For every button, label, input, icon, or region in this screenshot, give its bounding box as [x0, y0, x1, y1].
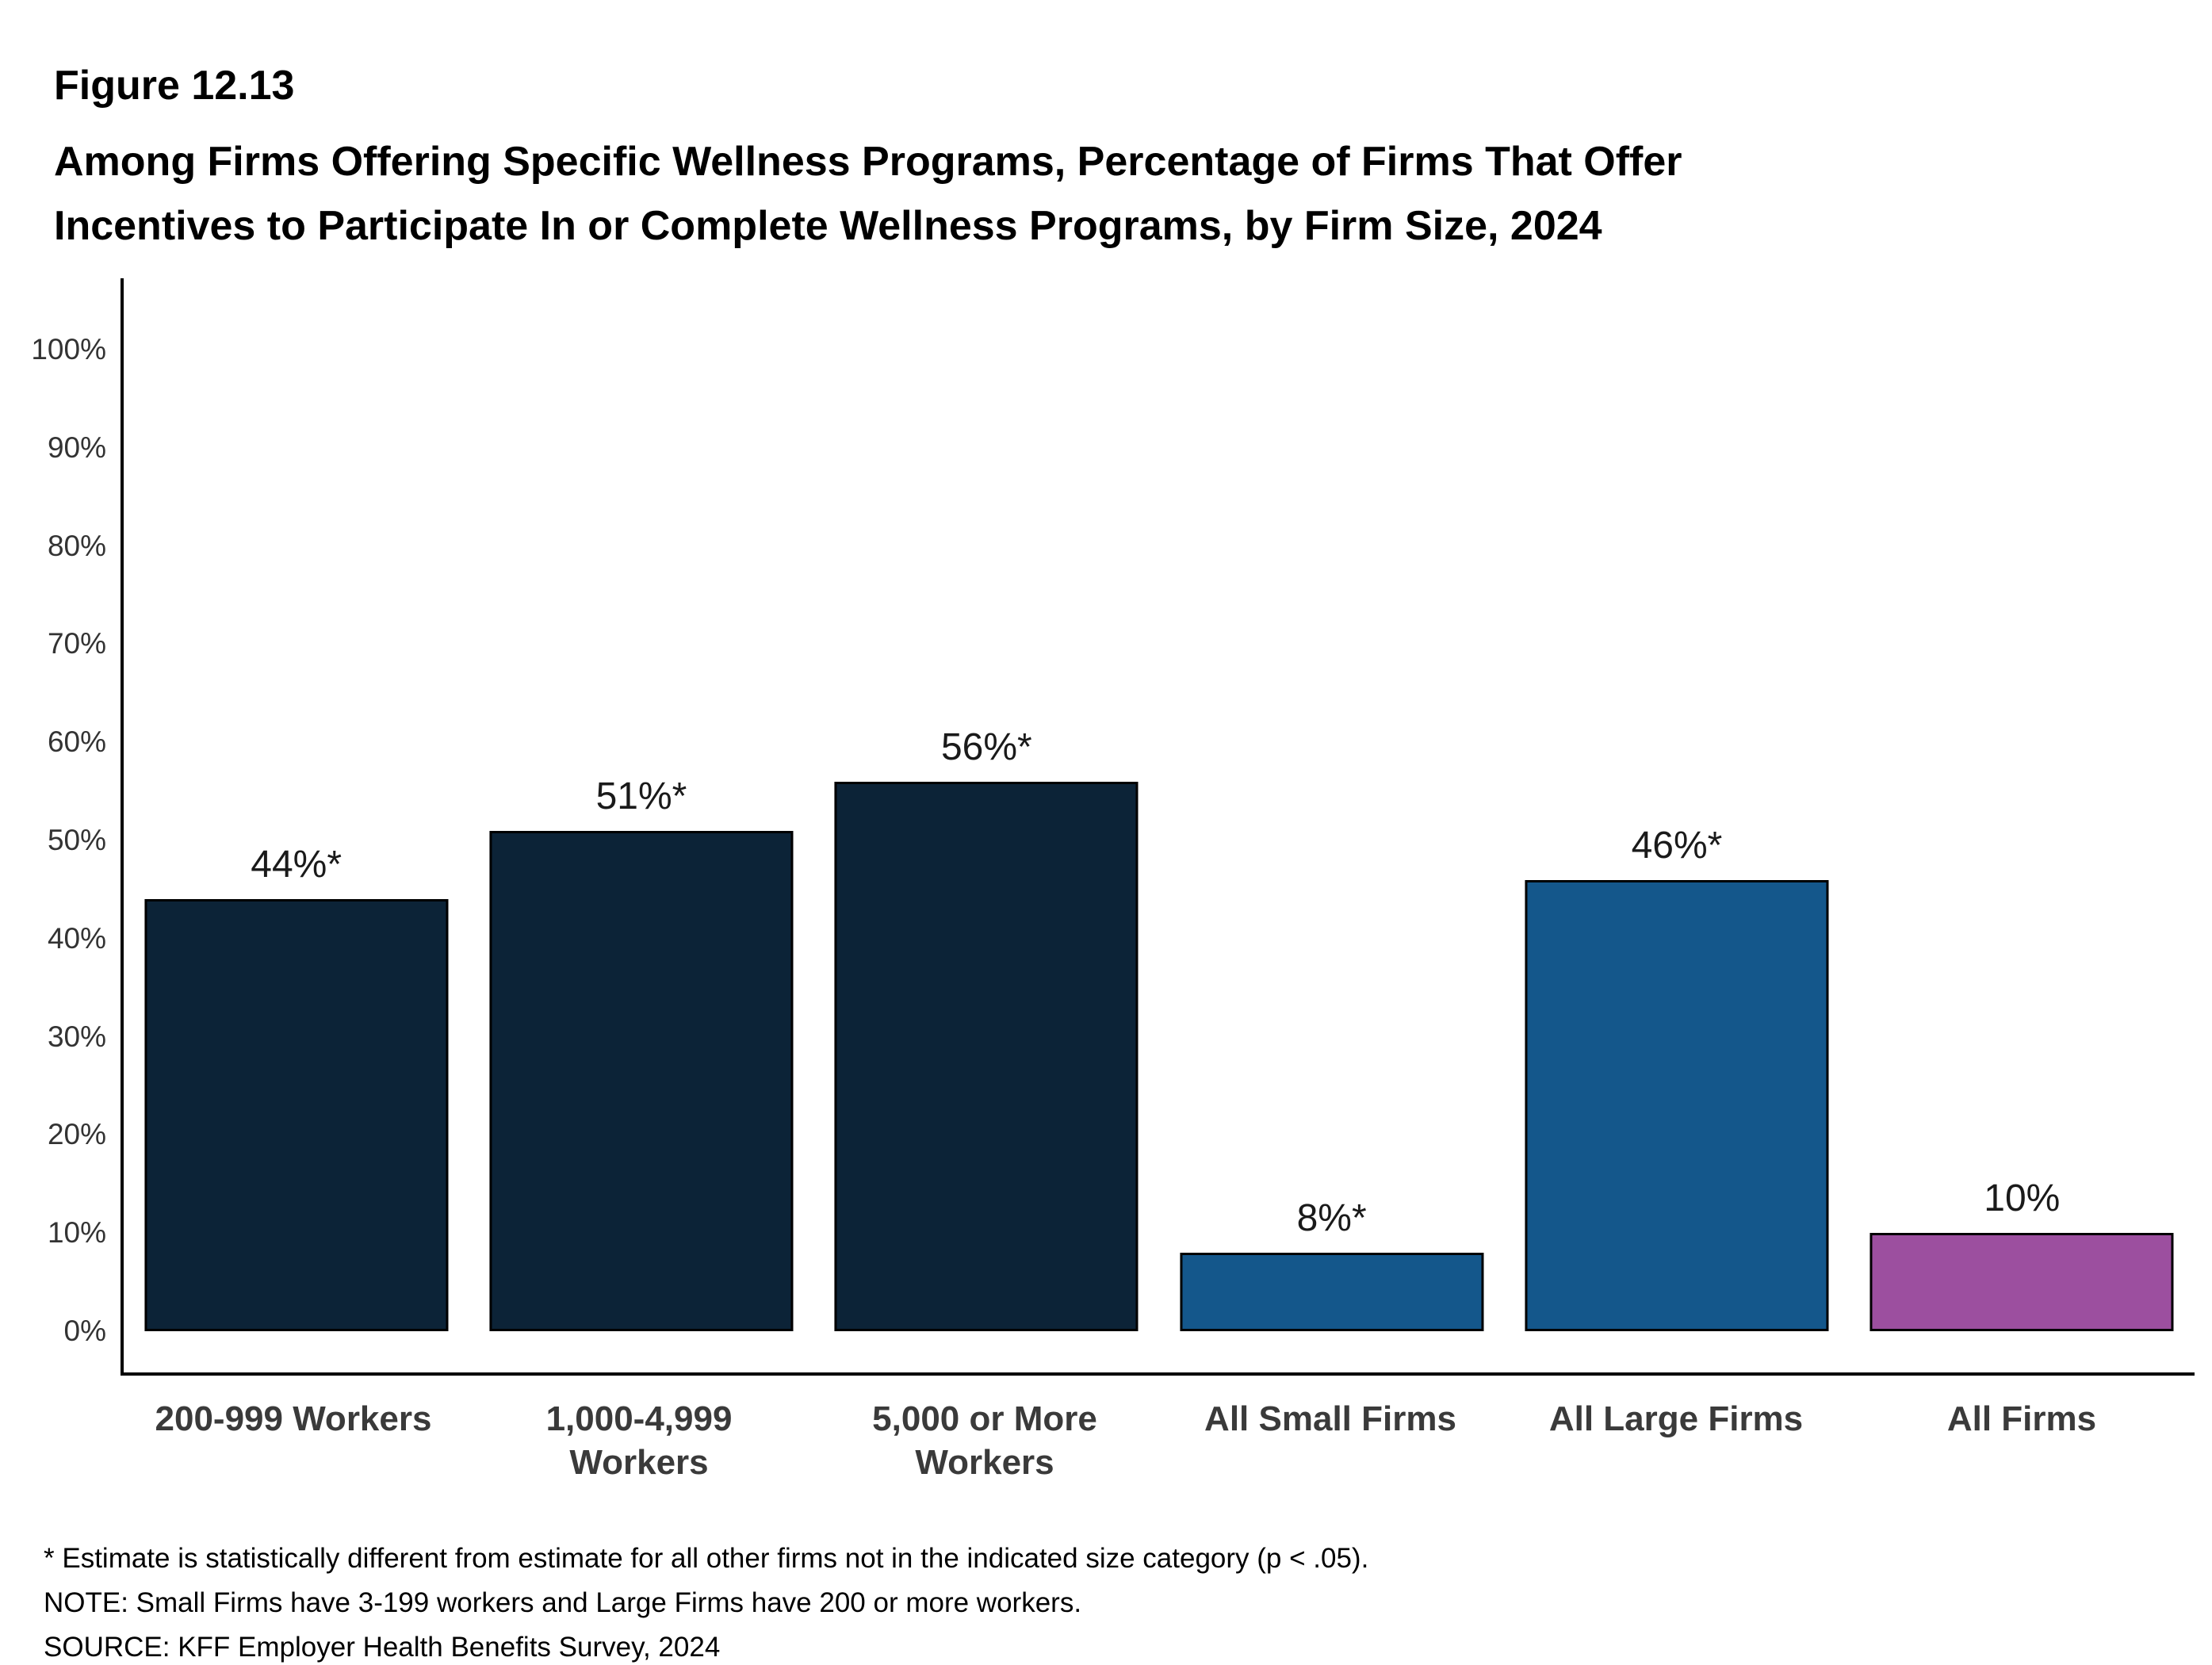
bar-3	[834, 781, 1139, 1331]
category-label: All Large Firms	[1548, 1399, 1804, 1438]
category-label: 5,000 or More Workers	[872, 1399, 1097, 1482]
y-axis-ticks: 0% 10% 20% 30% 40% 50% 60% 70% 80% 90% 100%	[0, 278, 106, 1372]
bar-value-label: 8%*	[1296, 1196, 1367, 1239]
chart-header: Figure 12.13 Among Firms Offering Specif…	[54, 62, 1682, 258]
y-tick-label: 90%	[47, 431, 106, 464]
y-tick-label: 50%	[47, 824, 106, 856]
bar-2	[489, 830, 794, 1331]
bar-1	[144, 899, 449, 1331]
plot-area: 44%* 51%* 56%* 8%* 46%* 10%	[121, 278, 2195, 1376]
y-tick-label: 20%	[47, 1118, 106, 1151]
y-tick-label: 30%	[47, 1020, 106, 1053]
y-tick-label: 60%	[47, 725, 106, 759]
y-tick-label: 80%	[47, 529, 106, 562]
category-label: All Small Firms	[1204, 1399, 1456, 1438]
bar-value-label: 44%*	[251, 844, 343, 886]
bar-4	[1180, 1252, 1484, 1331]
x-axis-labels: 200-999 Workers 1,000-4,999 Workers 5,000 …	[121, 1397, 2195, 1484]
bar-slot: 56%*	[814, 278, 1159, 1372]
footnote-statistical: * Estimate is statistically different fr…	[44, 1543, 1369, 1574]
bar-value-label: 46%*	[1631, 824, 1723, 867]
y-tick-label: 70%	[47, 627, 106, 660]
category-label: 200-999 Workers	[155, 1399, 432, 1438]
bar-slot: 46%*	[1504, 278, 1849, 1372]
bar-value-label: 10%	[1984, 1177, 2061, 1220]
bar-value-label: 56%*	[940, 725, 1032, 768]
y-tick-label: 100%	[31, 333, 106, 366]
y-tick-label: 40%	[47, 921, 106, 955]
footnote-source: SOURCE: KFF Employer Health Benefits Sur…	[44, 1632, 721, 1663]
footnote-note: NOTE: Small Firms have 3-199 workers and…	[44, 1587, 1082, 1618]
y-tick-label: 10%	[47, 1216, 106, 1250]
chart-title-line-2: Incentives to Participate In or Complete…	[54, 202, 1602, 249]
figure-number: Figure 12.13	[54, 63, 295, 109]
category-label: 1,000-4,999 Workers	[545, 1399, 733, 1482]
y-tick-label: 0%	[63, 1315, 106, 1347]
category-label: All Firms	[1946, 1399, 2097, 1438]
bar-slot: 51%*	[469, 278, 813, 1372]
footnotes: * Estimate is statistically different fr…	[44, 1537, 1368, 1665]
bar-slot: 44%*	[124, 278, 469, 1372]
bar-slot: 8%*	[1159, 278, 1504, 1372]
chart-title-line-1: Among Firms Offering Specific Wellness P…	[54, 139, 1682, 185]
bar-slot: 10%	[1850, 278, 2195, 1372]
bar-5	[1525, 879, 1829, 1331]
bar-6	[1869, 1233, 2174, 1331]
bar-value-label: 51%*	[595, 775, 687, 817]
